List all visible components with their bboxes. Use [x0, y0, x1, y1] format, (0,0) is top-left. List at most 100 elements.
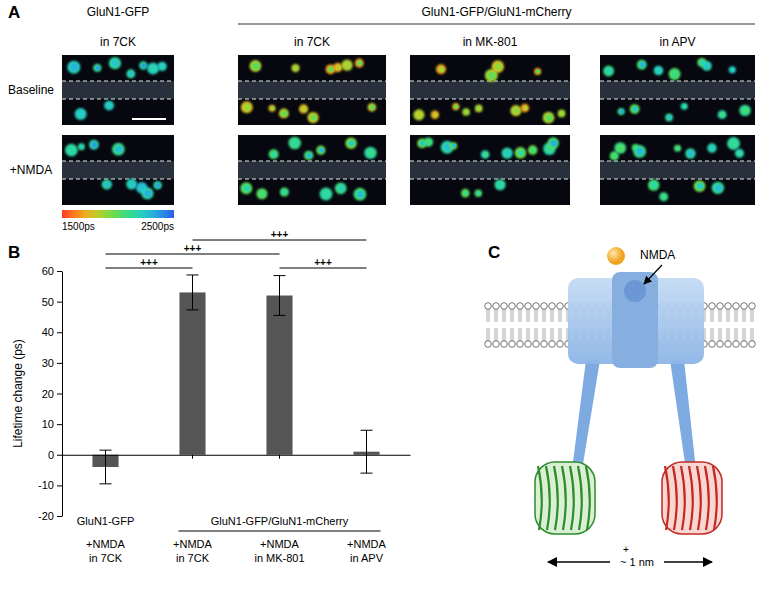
lipid-tail	[543, 309, 544, 322]
lipid-tail	[737, 309, 738, 322]
lipid-tail	[489, 309, 490, 322]
spine-core	[651, 182, 657, 188]
spine	[654, 66, 664, 76]
spine-core	[518, 150, 524, 156]
lipid-tail	[511, 328, 512, 341]
spine	[126, 179, 137, 190]
spine-core	[357, 191, 364, 198]
beta-strand	[705, 466, 709, 530]
lipid-tail	[729, 328, 730, 341]
dendrite	[238, 161, 386, 179]
lipid-tail	[561, 328, 562, 341]
spine-core	[150, 65, 157, 72]
spine-core	[156, 183, 161, 188]
lipid-head	[557, 341, 564, 348]
lipid-head	[741, 341, 748, 348]
spine-core	[368, 149, 375, 156]
tick-mark	[57, 516, 62, 517]
tick-label: 10	[42, 418, 54, 430]
dendrite-edge	[410, 161, 570, 162]
spine	[515, 147, 527, 159]
spine-core	[483, 152, 488, 157]
bracket-label: +++	[314, 257, 332, 268]
tick-mark	[57, 424, 62, 425]
beta-strand	[538, 466, 542, 530]
lipid-tail	[743, 309, 744, 322]
spine	[153, 181, 161, 189]
spine	[739, 105, 750, 116]
spine-core	[477, 106, 481, 110]
spine	[543, 112, 555, 124]
spine-core	[464, 110, 468, 114]
tick: 10	[42, 418, 62, 430]
spine	[702, 61, 712, 71]
spine-core	[452, 144, 456, 148]
lipid-head	[533, 341, 540, 348]
beta-strand	[546, 466, 550, 530]
mcherry	[662, 462, 722, 534]
spine-core	[92, 142, 97, 147]
beta-strand	[697, 466, 701, 530]
ligand-arrow	[644, 265, 662, 284]
lipid-tail	[727, 328, 728, 341]
lipid-head	[725, 341, 732, 348]
lipid-tail	[559, 309, 560, 322]
spine	[618, 108, 625, 115]
lipid-head	[485, 341, 492, 348]
beta-strand	[713, 466, 717, 530]
spine	[558, 109, 566, 117]
spine-core	[498, 182, 504, 188]
lipid-tail	[743, 328, 744, 341]
spine	[345, 138, 356, 149]
spine	[502, 148, 513, 159]
tick: 60	[42, 265, 62, 277]
spine	[674, 145, 681, 152]
error-bar	[274, 276, 286, 316]
lipid-tail	[505, 328, 506, 341]
colorbar-label: 2500ps	[141, 221, 174, 232]
bracket-label: +++	[140, 257, 158, 268]
lipid-tail	[537, 328, 538, 341]
beta-strand	[681, 466, 685, 530]
tick-label-line: +NMDA	[173, 538, 212, 550]
spine	[291, 64, 299, 72]
micrograph	[600, 55, 755, 125]
lipid-tail	[753, 328, 754, 341]
spine	[659, 192, 668, 201]
spine-core	[426, 140, 431, 145]
spine-core	[319, 148, 324, 153]
dendrite-edge	[600, 179, 755, 180]
lipid-tail	[721, 328, 722, 341]
spine	[452, 103, 459, 110]
lipid-tail	[519, 328, 520, 341]
distance-arrow	[548, 561, 610, 563]
plot-area	[92, 275, 379, 484]
tick: +NMDAin 7CK	[173, 455, 212, 564]
image-background	[62, 55, 174, 125]
spine-core	[253, 63, 260, 70]
spine-core	[129, 71, 134, 76]
spine	[78, 143, 85, 150]
spine	[65, 144, 78, 157]
spine	[637, 60, 647, 70]
lipid-tail	[513, 328, 514, 341]
spine-core	[112, 60, 119, 67]
spine-core	[640, 62, 645, 67]
lipid-head	[549, 303, 556, 310]
image-background	[600, 55, 755, 125]
lipid-tail	[751, 309, 752, 322]
colorbar	[62, 210, 174, 218]
spine	[299, 104, 308, 113]
spine-core	[80, 145, 84, 149]
spine	[109, 57, 121, 69]
tick-label: 20	[42, 388, 54, 400]
spine	[139, 61, 147, 69]
dendrite-edge	[410, 99, 570, 100]
lipid-head	[733, 303, 740, 310]
spine-core	[710, 145, 715, 150]
panel-label: B	[8, 243, 20, 262]
dendrite	[238, 81, 386, 99]
spine	[648, 179, 660, 191]
spine	[681, 103, 688, 110]
spine	[735, 149, 744, 158]
